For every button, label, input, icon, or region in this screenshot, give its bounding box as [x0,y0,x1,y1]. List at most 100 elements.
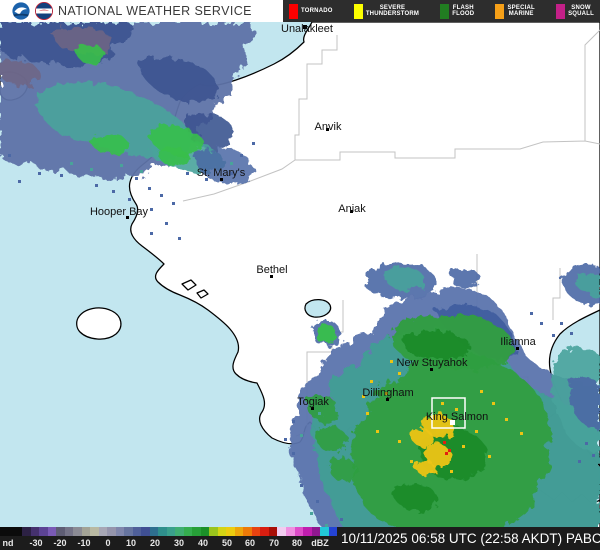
radar-speck [135,177,138,180]
radar-blob-stmarys-speckle [194,147,253,184]
colorbar-tick-label: 80 [291,538,303,548]
city-marker [303,25,307,29]
colorbar-segment [294,527,304,536]
radar-speck [455,408,458,411]
radar-speck [585,442,588,445]
radar-speck [165,222,168,225]
nws-brand: NATIONAL WEATHER SERVICE [0,0,283,22]
city-labels-group: Unalakleet Anvik St. Mary's Hooper Bay Aniak… [90,23,537,423]
radar-speck [445,452,448,455]
colorbar-segment [226,527,235,536]
colorbar-segment [243,527,252,536]
radar-speck [172,202,175,205]
colorbar-segment [320,527,329,536]
radar-speck [230,162,233,165]
radar-speck [60,174,63,177]
radar-speck [150,232,153,235]
radar-speck [385,392,388,395]
colorbar-tick-label: -20 [53,538,67,548]
radar-speck [376,430,379,433]
colorbar-segment [73,527,82,536]
radar-map-canvas[interactable]: Unalakleet Anvik St. Mary's Hooper Bay Aniak… [0,22,600,550]
radar-speck [70,162,73,165]
radar-speck [450,470,453,473]
colorbar-tick-label: nd [2,538,14,548]
delta-island-1 [181,279,197,291]
radar-speck [8,154,11,157]
colorbar-tick-label: 0 [105,538,111,548]
radar-speck [430,470,433,473]
radar-speck [186,172,189,175]
radar-blob-cookinlet-blue [568,377,600,430]
legend-label: SEVERE THUNDERSTORM [365,4,420,18]
city-label: St. Mary's [197,167,246,179]
radar-speck [552,334,555,337]
radar-blob-storm-yellow-b [411,428,433,448]
legend-item: SPECIAL MARINE [495,0,535,22]
colorbar-segment [277,527,286,536]
radar-speck [112,190,115,193]
colorbar-segment [328,527,338,536]
city-label: King Salmon [426,411,488,423]
colorbar-segment [158,527,167,536]
city-marker [311,407,314,410]
legend-label: SPECIAL MARINE [507,4,535,18]
colorbar-tick-label: -10 [77,538,91,548]
radar-blob-togiak-green-b [315,425,347,454]
app-title: NATIONAL WEATHER SERVICE [58,4,252,18]
radar-speck [310,512,313,515]
radar-blob-storm-yellow-d [413,458,435,476]
colorbar-segment [124,527,133,536]
radar-speck [150,208,153,211]
colorbar-segments [22,527,338,536]
radar-speck [284,438,287,441]
radar-blob-norton-green-a [76,44,105,65]
reflectivity-colorbar: nd -30 -20 -10 0 10 20 30 40 50 60 70 80 dBZ [0,527,338,550]
radar-speck [441,402,444,405]
colorbar-strip [0,527,338,536]
radar-blob-togiak-ne-blob-green [315,324,337,345]
colorbar-segment [311,527,321,536]
radar-speck [128,198,131,201]
city-marker [386,398,389,401]
legend-item: TORNADO [289,0,333,22]
city-marker [326,128,329,131]
legend-item: FLASH FLOOD [440,0,474,22]
legend-label: FLASH FLOOD [452,4,475,18]
radar-speck [18,180,21,183]
radar-blob-norton-dark-blue-b [139,57,218,103]
header-bar: NATIONAL WEATHER SERVICE TORNADO SEVERE T… [0,0,600,22]
colorbar-segment [47,527,57,536]
radar-speck [475,430,478,433]
colorbar-segment [115,527,125,536]
colorbar-segment [268,527,278,536]
radar-speck [492,402,495,405]
radar-speck [205,178,208,181]
radar-speck [488,455,491,458]
colorbar-segment [149,527,159,536]
city-marker [220,178,223,181]
radar-blob-aniak-south-small [450,268,481,289]
radar-blob-norton-gray-b [0,59,39,87]
colorbar-tick-label: -30 [29,538,43,548]
radar-speck [318,412,321,415]
colorbar-nd-segment [0,527,22,536]
city-marker [126,216,129,219]
legend-swatch [556,3,566,19]
radar-speck [480,390,483,393]
radar-blob-storm-yellow-core [423,414,455,438]
city-label: Bethel [256,264,287,276]
colorbar-tick-label: dBZ [311,538,329,548]
radar-speck [398,372,401,375]
radar-speck [540,322,543,325]
radar-speck [148,187,151,190]
legend-item: SEVERE THUNDERSTORM [353,0,420,22]
legend-item: SNOW SQUALL [556,0,594,22]
radar-speck [90,168,93,171]
colorbar-tick-label: 30 [173,538,185,548]
radar-map[interactable]: Unalakleet Anvik St. Mary's Hooper Bay Aniak… [0,22,600,550]
radar-speck [462,445,465,448]
radar-blob-togiak-green-c [328,457,357,482]
radar-speck [120,164,123,167]
radar-speck [390,360,393,363]
